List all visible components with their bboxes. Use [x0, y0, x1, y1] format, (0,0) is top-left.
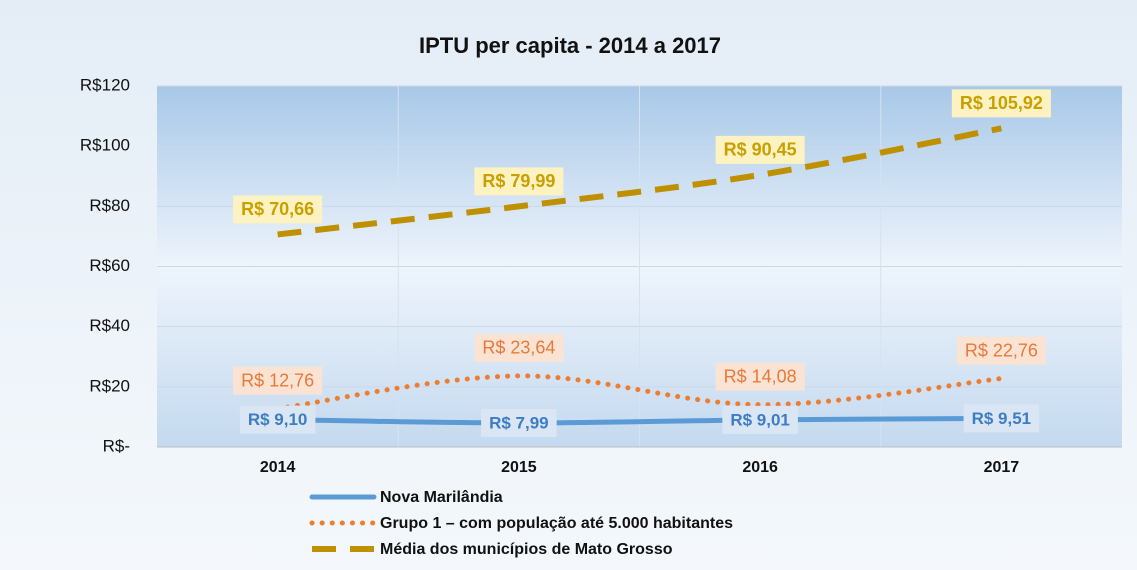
chart-title: IPTU per capita - 2014 a 2017	[419, 33, 721, 58]
data-label-text: R$ 105,92	[960, 93, 1043, 113]
data-label-box	[474, 167, 564, 196]
y-tick-label: R$60	[89, 256, 130, 275]
data-label: R$ 105,92	[951, 89, 1051, 118]
y-tick-label: R$20	[89, 376, 130, 395]
x-tick-label: 2017	[984, 459, 1020, 476]
data-label-text: R$ 70,66	[241, 199, 314, 219]
data-label-text: R$ 9,10	[248, 410, 308, 429]
data-label: R$ 90,45	[715, 135, 805, 164]
data-label-text: R$ 22,76	[965, 340, 1038, 360]
data-label: R$ 22,76	[956, 336, 1046, 365]
x-tick-label: 2015	[501, 459, 537, 476]
series-line	[275, 373, 1004, 412]
data-label-text: R$ 79,99	[482, 171, 555, 191]
data-label-text: R$ 9,01	[730, 410, 790, 429]
data-label-box	[715, 135, 805, 164]
data-label-box	[233, 195, 323, 224]
data-label-text: R$ 9,51	[972, 409, 1032, 428]
y-tick-label: R$40	[89, 316, 130, 335]
data-label: R$ 14,08	[715, 362, 805, 391]
x-tick-label: 2016	[742, 459, 778, 476]
data-label-box	[481, 408, 557, 437]
legend-label: Nova Marilândia	[380, 489, 503, 506]
data-label: R$ 9,01	[722, 405, 798, 434]
y-tick-label: R$80	[89, 196, 130, 215]
series-line	[277, 125, 1002, 238]
data-label-text: R$ 90,45	[724, 140, 797, 160]
series-line	[275, 415, 1004, 426]
legend-label: Grupo 1 – com população até 5.000 habita…	[380, 515, 733, 532]
data-label: R$ 23,64	[474, 333, 564, 362]
legend-label: Média dos municípios de Mato Grosso	[380, 541, 673, 558]
data-label-text: R$ 14,08	[724, 366, 797, 386]
data-label: R$ 7,99	[481, 408, 557, 437]
data-label: R$ 12,76	[233, 366, 323, 395]
data-label-box	[963, 404, 1040, 433]
data-label-box	[474, 333, 564, 362]
data-label-box	[956, 336, 1046, 365]
x-tick-label: 2014	[260, 459, 296, 476]
data-label: R$ 70,66	[233, 195, 323, 224]
y-tick-label: R$100	[80, 136, 130, 155]
data-label-box	[233, 366, 323, 395]
data-label-box	[951, 89, 1051, 118]
data-label: R$ 9,10	[239, 405, 316, 434]
data-label: R$ 79,99	[474, 167, 564, 196]
data-label-text: R$ 7,99	[489, 413, 549, 432]
y-tick-label: R$120	[80, 75, 130, 94]
data-label-text: R$ 23,64	[482, 338, 555, 358]
y-tick-label: R$-	[103, 436, 130, 455]
data-label-box	[722, 405, 798, 434]
data-label-box	[715, 362, 805, 391]
data-label: R$ 9,51	[963, 404, 1040, 433]
data-label-box	[239, 405, 316, 434]
data-label-text: R$ 12,76	[241, 370, 314, 390]
